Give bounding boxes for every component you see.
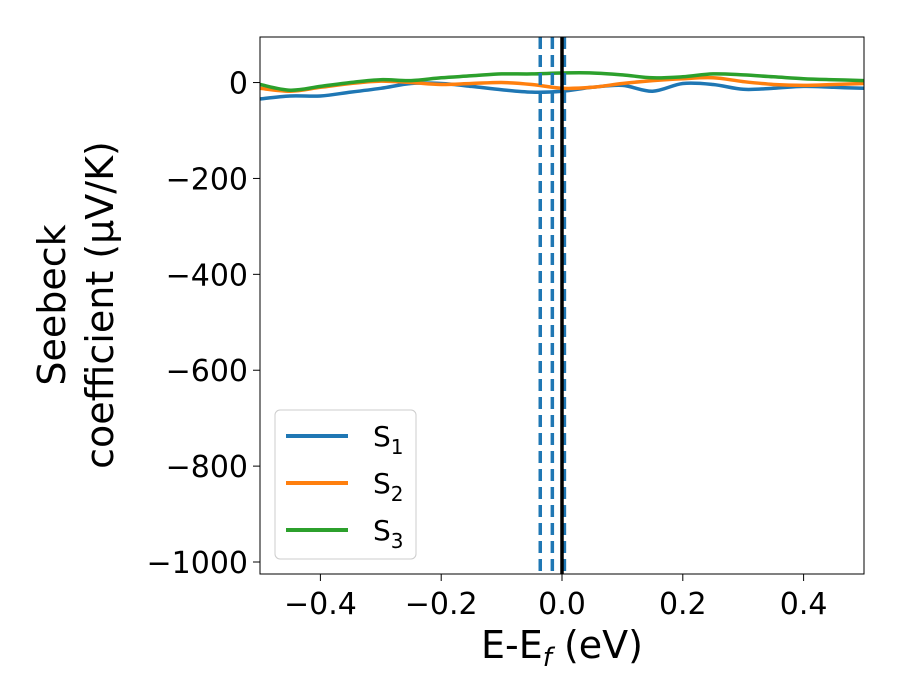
x-axis-label-main: E-E: [481, 623, 543, 667]
x-axis-label: E-Ef (eV): [481, 623, 643, 673]
x-axis-label-unit: (eV): [552, 623, 643, 667]
y-tick-label: −800: [166, 450, 248, 485]
x-tick-label: 0.2: [659, 587, 707, 622]
y-tick-label: −400: [166, 258, 248, 293]
legend-label-s3: S3: [373, 514, 404, 553]
y-tick-label: −200: [166, 162, 248, 197]
legend: S1 S2 S3: [274, 409, 417, 560]
y-axis-label-line1: Seebeck: [30, 224, 74, 385]
y-axis-label-line2: coefficient (μV/K): [78, 141, 122, 469]
y-axis: 0 −200 −400 −600 −800 −1000: [147, 67, 260, 581]
x-tick-label: −0.2: [405, 587, 478, 622]
y-tick-label: −1000: [147, 546, 248, 581]
x-tick-label: −0.4: [284, 587, 357, 622]
data-lines: [260, 37, 864, 574]
x-tick-label: 0.4: [780, 587, 828, 622]
x-tick-label: 0.0: [538, 587, 586, 622]
y-axis-label: Seebeck coefficient (μV/K): [30, 141, 122, 469]
x-axis: −0.4 −0.2 0.0 0.2 0.4: [284, 574, 827, 622]
y-tick-label: −600: [166, 354, 248, 389]
legend-label-s1: S1: [373, 420, 404, 459]
legend-label-s2: S2: [373, 467, 404, 506]
y-tick-label: 0: [229, 67, 248, 102]
